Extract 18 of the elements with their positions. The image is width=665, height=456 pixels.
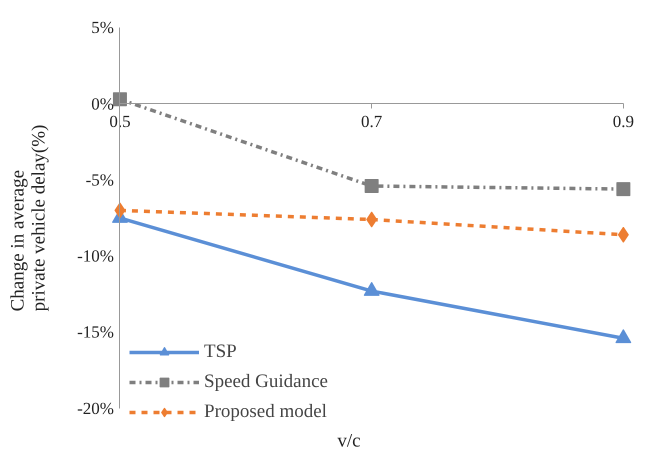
y-tick-label: -15%: [77, 322, 114, 342]
x-tick-label: 0.9: [612, 112, 634, 131]
y-tick-label: -5%: [86, 170, 114, 190]
legend-label: Proposed model: [204, 401, 327, 423]
y-tick-label: -20%: [77, 398, 114, 418]
y-tick-label: 5%: [91, 18, 114, 38]
x-axis-title: v/c: [337, 430, 361, 452]
y-axis-title: Change in average private vehicle delay(%): [8, 124, 50, 312]
y-tick-label: 0%: [91, 94, 114, 114]
x-tick-label: 0.5: [109, 112, 131, 131]
legend-label: Speed Guidance: [204, 371, 328, 393]
y-tick-label: -10%: [77, 246, 114, 266]
legend-label: TSP: [204, 341, 237, 363]
point: [364, 282, 380, 296]
x-tick-label: 0.7: [361, 112, 383, 131]
point: [615, 329, 632, 344]
point: [616, 182, 630, 196]
point: [364, 179, 379, 194]
